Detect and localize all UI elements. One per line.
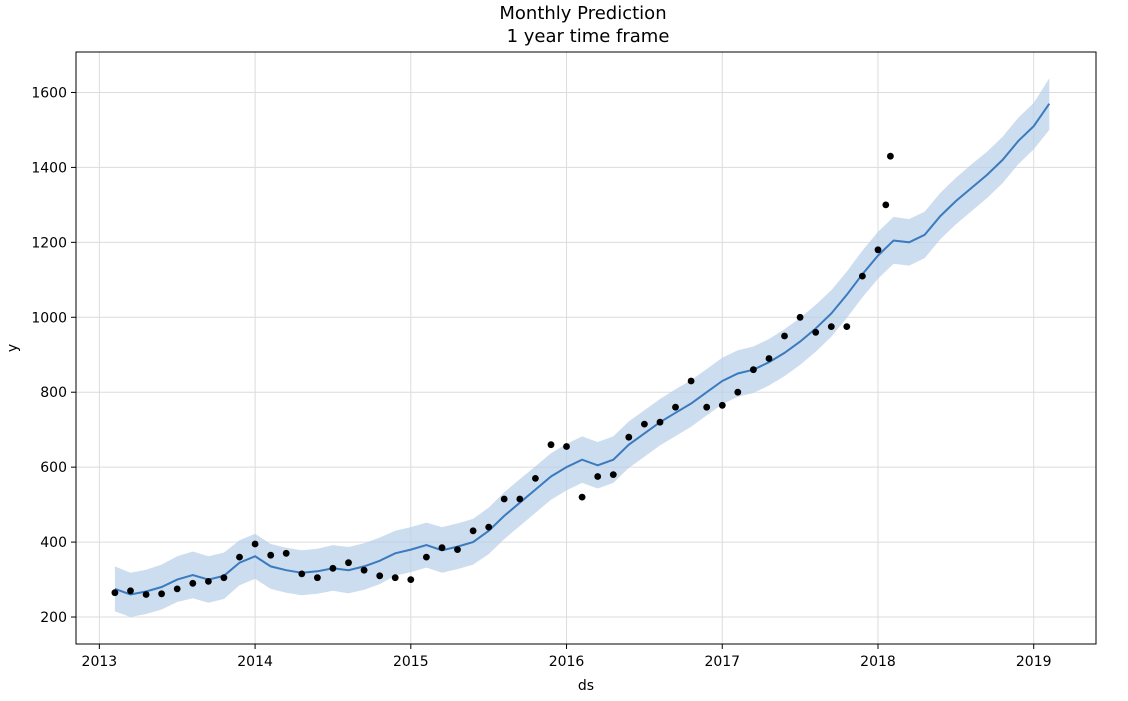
observed-point: [656, 418, 664, 426]
forecast-line: [114, 103, 1051, 596]
observed-point: [189, 579, 197, 587]
y-axis: 200 400 600 800 1000 1200 1400 1600: [31, 85, 76, 626]
observed-point: [734, 388, 742, 396]
observed-point: [454, 546, 461, 553]
y-tick-label: 600: [40, 460, 67, 476]
x-tick-label: 2017: [704, 654, 740, 670]
y-tick-label: 1000: [31, 310, 67, 326]
y-tick-label: 1200: [31, 235, 67, 251]
x-tick-label: 2014: [237, 654, 273, 670]
forecast-line-layer: [114, 103, 1051, 596]
observed-point: [500, 495, 508, 503]
chart-subtitle: 1 year time frame: [507, 26, 670, 47]
observed-point: [781, 332, 788, 340]
observed-point: [532, 475, 539, 482]
observed-point: [111, 589, 119, 597]
plot-frame: [75, 51, 1097, 645]
observed-points-layer: [111, 152, 894, 598]
observed-point: [267, 551, 275, 559]
observed-point: [625, 433, 633, 441]
x-axis: 2013 2014 2015 2016 2017 2018 2019: [82, 644, 1052, 670]
observed-point: [703, 403, 711, 411]
observed-point: [282, 549, 290, 557]
observed-point: [423, 553, 430, 561]
observed-point: [345, 559, 352, 567]
observed-point: [796, 313, 804, 321]
observed-point: [578, 493, 586, 501]
observed-point: [874, 246, 882, 254]
y-axis-label: y: [5, 344, 21, 352]
x-tick-label: 2016: [549, 654, 585, 670]
observed-point: [220, 574, 228, 582]
x-tick-label: 2018: [860, 654, 896, 670]
observed-point: [843, 323, 851, 330]
observed-point: [329, 564, 337, 572]
observed-point: [750, 366, 757, 374]
observed-point: [314, 574, 321, 582]
observed-point: [127, 587, 134, 595]
y-tick-label: 200: [40, 610, 67, 626]
observed-point: [391, 574, 399, 582]
observed-point: [547, 441, 555, 449]
observed-point: [594, 473, 602, 480]
observed-point: [827, 323, 835, 330]
x-tick-label: 2015: [393, 654, 429, 670]
observed-point: [142, 591, 150, 598]
observed-point: [563, 443, 570, 450]
observed-point: [376, 572, 384, 580]
observed-point: [407, 576, 415, 583]
x-tick-label: 2019: [1016, 654, 1052, 670]
y-tick-label: 800: [40, 385, 67, 401]
observed-point: [859, 272, 866, 280]
observed-point: [205, 578, 212, 585]
uncertainty-band-layer: [114, 78, 1050, 617]
chart-title: Monthly Prediction: [499, 3, 666, 24]
observed-point: [360, 566, 368, 574]
uncertainty-band: [114, 78, 1050, 617]
observed-point: [173, 585, 181, 593]
observed-point: [236, 553, 243, 561]
observed-point: [687, 377, 695, 385]
observed-point: [438, 544, 446, 552]
observed-point: [516, 495, 524, 503]
x-tick-label: 2013: [82, 654, 118, 670]
y-tick-label: 1400: [31, 160, 67, 176]
y-tick-label: 1600: [31, 85, 67, 101]
observed-point: [298, 570, 306, 578]
observed-point: [765, 355, 773, 362]
observed-point: [812, 328, 820, 336]
observed-point: [158, 590, 166, 598]
observed-point: [718, 401, 726, 409]
observed-point: [485, 523, 493, 531]
observed-point: [882, 201, 890, 209]
observed-point: [641, 420, 648, 428]
y-tick-label: 400: [40, 535, 67, 551]
observed-point: [887, 152, 894, 160]
x-axis-label: ds: [578, 678, 594, 694]
observed-point: [469, 527, 477, 535]
observed-point: [609, 471, 617, 478]
observed-point: [251, 540, 259, 548]
observed-point: [672, 403, 679, 411]
